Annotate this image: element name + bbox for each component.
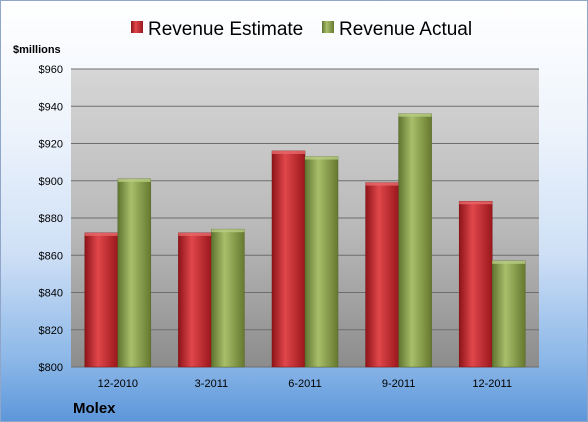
bar-top-highlight [272,150,305,154]
legend: Revenue Estimate Revenue Actual [131,19,472,40]
y-tick-label: $800 [39,362,63,374]
bar-revenue-actual [211,228,245,368]
x-tick-label: 12-2011 [472,378,512,390]
legend-label-estimate: Revenue Estimate [148,19,303,40]
y-tick-label: $840 [39,288,63,300]
bar-top-highlight [398,113,432,117]
bar-revenue-actual [304,156,339,368]
x-axis: 12-2010 3-2011 6-2011 9-2011 12-2011 [98,378,512,390]
bar-top-highlight [492,260,526,264]
x-tick-label: 3-2011 [195,378,228,390]
y-axis: $800 $820 $840 $860 $880 $900 $920 $940 $960 [39,64,63,374]
y-tick-label: $920 [39,139,63,151]
bar-revenue-estimate [365,182,399,368]
bar-revenue-actual [398,113,432,368]
bar-top-highlight [459,201,493,205]
company-name: Molex [73,400,116,417]
x-tick-label: 12-2010 [98,378,138,390]
bar-revenue-actual [117,178,152,368]
legend-swatch-actual [322,21,334,33]
x-tick-label: 9-2011 [382,378,415,390]
bar-revenue-estimate [178,232,212,368]
bar-top-highlight [305,156,338,160]
y-tick-label: $860 [39,250,63,262]
y-tick-label: $940 [39,101,63,113]
y-tick-label: $960 [39,64,63,76]
bar-top-highlight [211,229,245,233]
y-tick-label: $880 [39,213,63,225]
bar-top-highlight [117,178,151,182]
bars [84,113,526,368]
y-tick-label: $900 [39,176,63,188]
bar-revenue-estimate [458,200,493,368]
legend-label-actual: Revenue Actual [339,19,472,40]
bar-top-highlight [365,182,399,186]
bar-revenue-actual [491,260,526,368]
bar-top-highlight [178,232,212,236]
bar-revenue-estimate [84,232,119,368]
y-tick-label: $820 [39,325,63,337]
y-axis-unit-label: $millions [13,44,61,56]
bar-revenue-estimate [271,150,306,368]
bar-top-highlight [84,232,118,236]
legend-swatch-estimate [131,21,143,33]
x-tick-label: 6-2011 [288,378,321,390]
